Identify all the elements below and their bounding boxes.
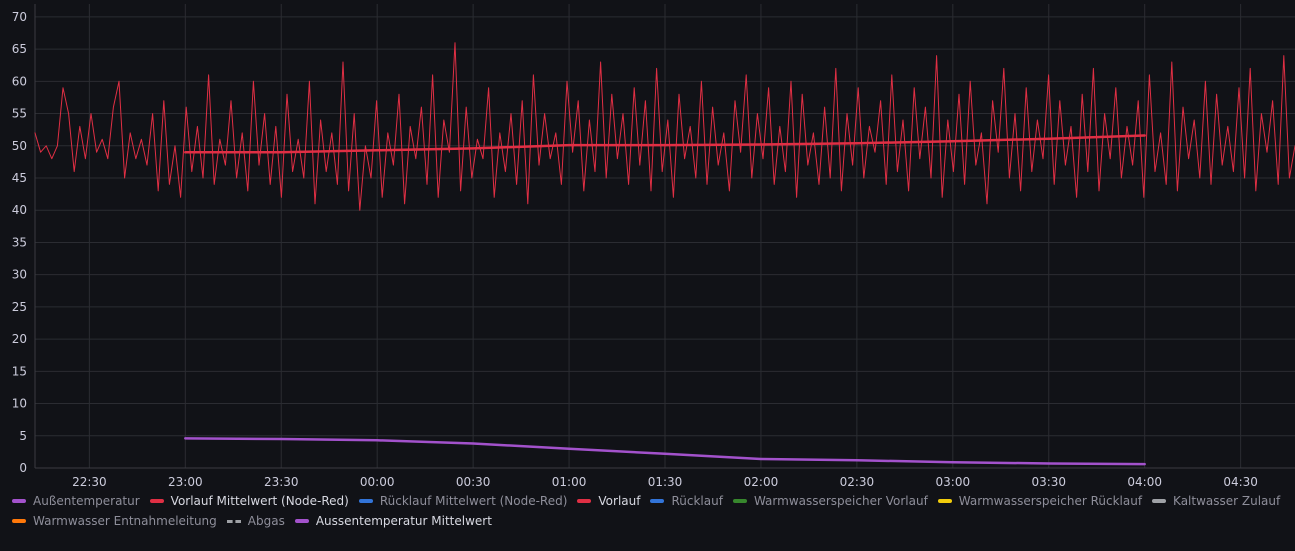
y-tick-label: 55 [12, 107, 27, 121]
legend-color-swatch [226, 519, 241, 523]
legend-color-swatch [1152, 499, 1167, 503]
x-tick-label: 04:00 [1127, 475, 1162, 489]
y-tick-label: 40 [12, 203, 27, 217]
x-tick-label: 03:00 [936, 475, 971, 489]
legend-color-swatch [149, 499, 164, 503]
x-tick-label: 04:30 [1223, 475, 1258, 489]
y-tick-label: 50 [12, 139, 27, 153]
legend-color-swatch [12, 499, 26, 503]
y-tick-label: 35 [12, 235, 27, 249]
y-tick-label: 30 [12, 268, 27, 282]
x-tick-label: 01:00 [552, 475, 587, 489]
legend-label: Kaltwasser Zulauf [1173, 494, 1281, 508]
chart-legend: Außentemperatur Vorlauf Mittelwert (Node-… [12, 494, 1287, 528]
y-tick-label: 20 [12, 332, 27, 346]
y-tick-label: 5 [19, 429, 27, 443]
chart-plot-area[interactable]: 0 5 10 15 20 25 30 35 40 45 50 55 60 65 70 22:30 23:00 23… [0, 0, 1295, 490]
legend-label: Warmwasserspeicher Rücklauf [958, 494, 1143, 508]
y-tick-label: 45 [12, 171, 27, 185]
x-tick-label: 22:30 [72, 475, 107, 489]
legend-item[interactable]: Kaltwasser Zulauf [1152, 494, 1280, 508]
legend-label: Rücklauf [671, 494, 723, 508]
legend-label: Vorlauf Mittelwert (Node-Red) [170, 494, 349, 508]
legend-color-swatch [650, 499, 665, 503]
legend-label: Außentemperatur [33, 494, 140, 508]
legend-item[interactable]: Rücklauf [650, 494, 723, 508]
legend-item[interactable]: Abgas [226, 514, 285, 528]
legend-color-swatch [358, 499, 373, 503]
legend-color-swatch [577, 499, 592, 503]
x-tick-label: 00:00 [360, 475, 395, 489]
y-tick-label: 70 [12, 10, 27, 24]
y-tick-label: 10 [12, 397, 27, 411]
legend-item[interactable]: Aussentemperatur Mittelwert [294, 514, 492, 528]
legend-label: Abgas [247, 514, 285, 528]
y-tick-label: 15 [12, 364, 27, 378]
series-line-aussentemperatur-mittelwert[interactable] [184, 437, 1146, 466]
legend-label: Warmwasser Entnahmeleitung [33, 514, 217, 528]
legend-item[interactable]: Warmwasser Entnahmeleitung [12, 514, 217, 528]
legend-item[interactable]: Vorlauf Mittelwert (Node-Red) [149, 494, 349, 508]
legend-color-swatch [294, 519, 309, 523]
y-tick-label: 25 [12, 300, 27, 314]
x-tick-label: 02:30 [840, 475, 875, 489]
y-tick-label: 0 [19, 461, 27, 475]
legend-label: Aussentemperatur Mittelwert [315, 514, 492, 528]
series-line-vorlauf[interactable] [34, 42, 1295, 211]
legend-item[interactable]: Warmwasserspeicher Vorlauf [732, 494, 928, 508]
legend-item[interactable]: Außentemperatur [12, 494, 140, 508]
legend-item[interactable]: Warmwasserspeicher Rücklauf [937, 494, 1143, 508]
x-tick-label: 02:00 [744, 475, 779, 489]
x-tick-label: 23:30 [264, 475, 299, 489]
legend-label: Vorlauf [598, 494, 641, 508]
legend-label: Warmwasserspeicher Vorlauf [753, 494, 928, 508]
y-tick-label: 65 [12, 42, 27, 56]
x-tick-label: 01:30 [648, 475, 683, 489]
x-tick-label: 03:30 [1031, 475, 1066, 489]
legend-item[interactable]: Rücklauf Mittelwert (Node-Red) [358, 494, 568, 508]
legend-color-swatch [732, 499, 747, 503]
legend-color-swatch [12, 519, 26, 523]
x-tick-label: 23:00 [168, 475, 203, 489]
y-tick-label: 60 [12, 74, 27, 88]
legend-label: Rücklauf Mittelwert (Node-Red) [379, 494, 568, 508]
x-tick-label: 00:30 [456, 475, 491, 489]
legend-item[interactable]: Vorlauf [577, 494, 640, 508]
legend-color-swatch [937, 499, 952, 503]
